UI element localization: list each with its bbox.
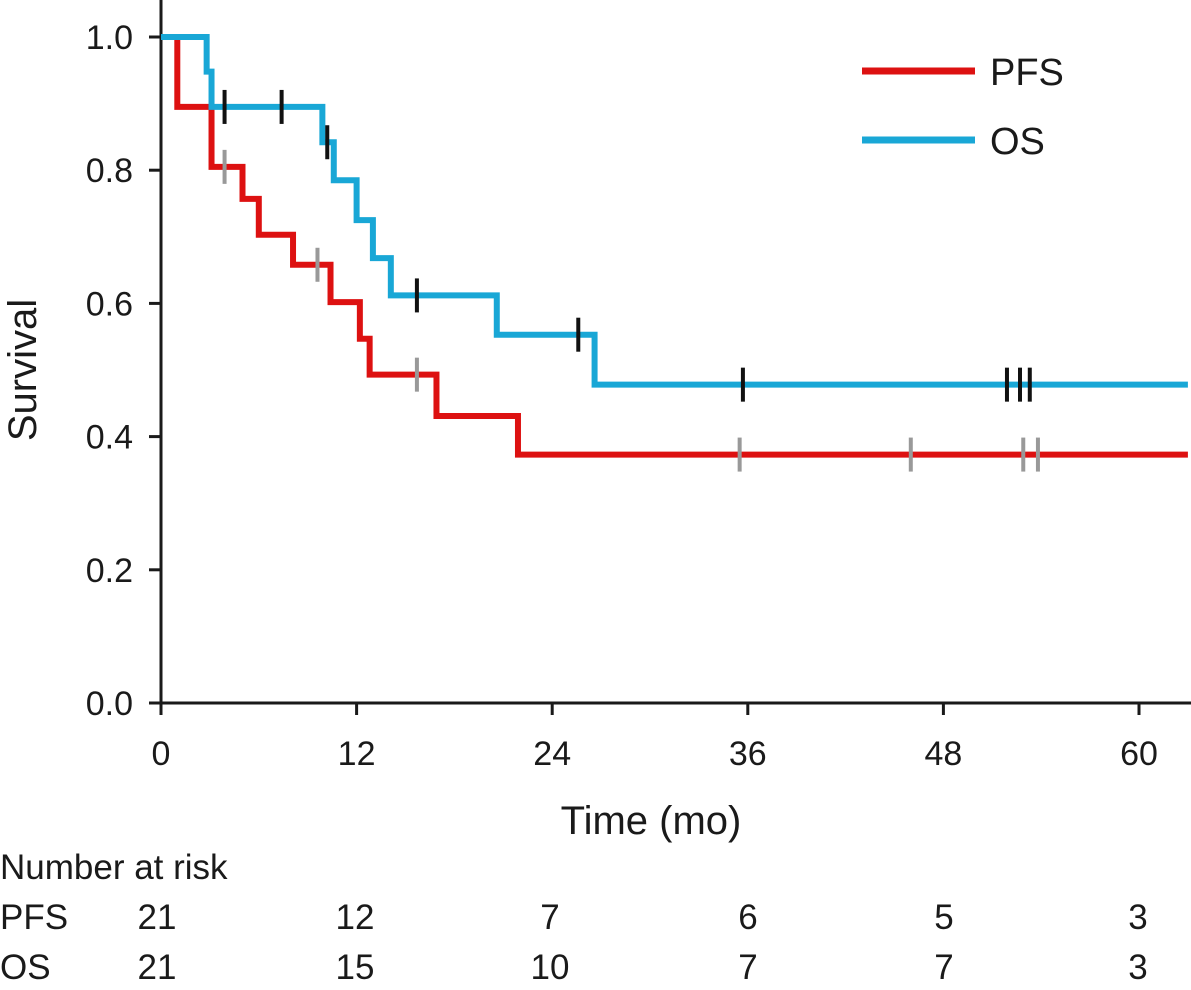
x-tick-label: 36 — [729, 735, 767, 773]
y-tick-label: 0.8 — [86, 152, 133, 190]
y-tick-label: 1.0 — [86, 19, 133, 57]
risk-cell: 6 — [738, 898, 758, 937]
series-line-os — [161, 34, 1188, 388]
risk-cell: 10 — [530, 948, 570, 987]
x-tick-label: 60 — [1120, 735, 1158, 773]
risk-cell: 5 — [934, 898, 954, 937]
risk-row-os: OS 21 15 10 7 7 3 — [0, 948, 1191, 990]
risk-cell: 7 — [934, 948, 954, 987]
axis-ticks: 0 12 24 36 48 60 0.0 0.2 0.4 0.6 0.8 1.0 — [86, 19, 1158, 773]
risk-cell: 21 — [137, 898, 177, 937]
risk-cell: 3 — [1128, 948, 1148, 987]
legend-label-pfs: PFS — [990, 52, 1064, 94]
risk-cell: 12 — [335, 898, 375, 937]
number-at-risk-table: Number at risk PFS 21 12 7 6 5 3 OS 21 1… — [0, 848, 1191, 987]
x-axis-label: Time (mo) — [561, 799, 742, 843]
risk-cell: 21 — [137, 948, 177, 987]
risk-cell: 3 — [1128, 898, 1148, 937]
y-axis-label: Survival — [1, 299, 45, 441]
series-line-pfs — [161, 34, 1188, 458]
survival-chart: 0 12 24 36 48 60 0.0 0.2 0.4 0.6 0.8 1.0 PFS OS Surv… — [1, 0, 1191, 843]
risk-cell: 7 — [738, 948, 758, 987]
censor-marks — [222, 89, 1040, 472]
risk-row-label: PFS — [0, 898, 69, 937]
risk-cell: 15 — [335, 948, 375, 987]
x-tick-label: 12 — [338, 735, 376, 773]
risk-table-title: Number at risk — [0, 848, 228, 887]
risk-cell: 7 — [540, 898, 560, 937]
series-lines — [161, 34, 1188, 458]
risk-row-pfs: PFS 21 12 7 6 5 3 — [0, 898, 1191, 940]
y-tick-label: 0.6 — [86, 285, 133, 323]
axes — [159, 0, 1191, 705]
risk-row-label: OS — [0, 948, 51, 987]
y-tick-label: 0.4 — [86, 419, 133, 457]
x-tick-label: 24 — [533, 735, 571, 773]
legend: PFS OS — [862, 52, 1064, 163]
x-tick-label: 48 — [924, 735, 962, 773]
y-tick-label: 0.0 — [86, 685, 133, 723]
legend-label-os: OS — [990, 121, 1045, 163]
y-tick-label: 0.2 — [86, 552, 133, 590]
x-tick-label: 0 — [152, 735, 171, 773]
